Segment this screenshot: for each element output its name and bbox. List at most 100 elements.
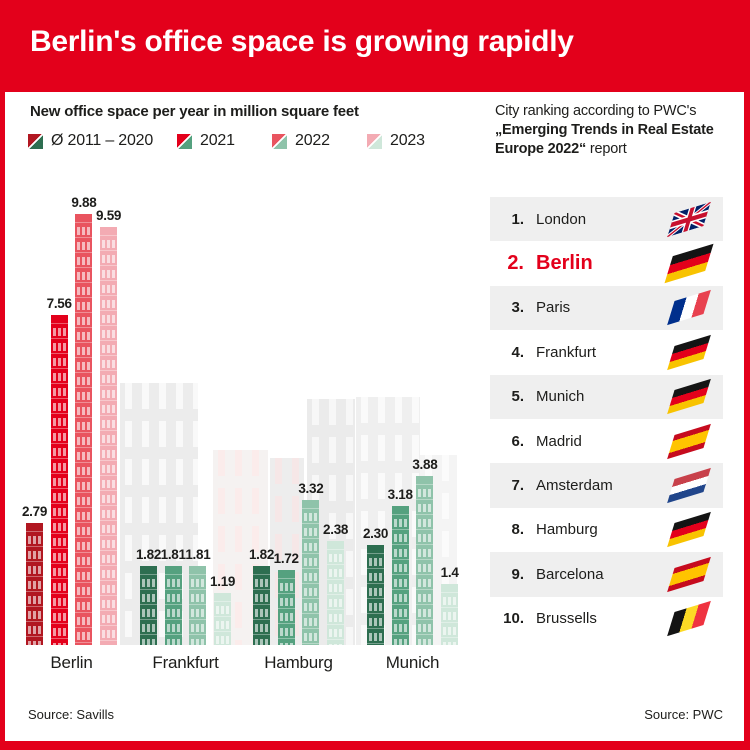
ranking-row: 3. Paris — [490, 285, 723, 331]
building-floor — [50, 518, 68, 533]
rank-city: Paris — [536, 299, 571, 317]
rank-number: 7. — [511, 477, 524, 495]
building-floor — [26, 561, 43, 576]
building-floor — [100, 279, 118, 295]
flag-wrap — [667, 601, 711, 637]
building-floor — [50, 503, 68, 518]
building-floor — [75, 507, 93, 522]
building-floor — [50, 548, 68, 563]
building-floor — [416, 528, 434, 544]
building-floor — [75, 432, 93, 447]
building-floor — [327, 579, 345, 594]
building-floor — [75, 627, 93, 642]
building-floor — [327, 639, 345, 645]
ranking-row: 7. Amsterdam — [490, 463, 723, 508]
building-floor — [100, 429, 118, 445]
footer-bar — [0, 741, 750, 750]
building-floor — [277, 593, 295, 608]
building-floor — [100, 399, 118, 415]
building-floor — [367, 597, 384, 613]
building-floor — [214, 616, 232, 631]
building-floor — [100, 579, 118, 595]
building-floor — [189, 574, 207, 589]
building-bar-munich-2 — [416, 475, 434, 645]
building-floor — [367, 582, 384, 598]
building-floor — [50, 593, 68, 608]
building-bar-berlin-3 — [100, 226, 118, 645]
rank-city: Barcelona — [536, 565, 604, 583]
building-floor — [100, 324, 118, 340]
page-title: Berlin's office space is growing rapidly — [30, 25, 574, 58]
building-floor — [75, 237, 93, 252]
building-bar-frankfurt-0 — [140, 565, 157, 645]
building-bar-berlin-2 — [75, 214, 93, 645]
building-floor — [75, 402, 93, 417]
ranking-heading-suffix: report — [586, 141, 627, 157]
bar-value-label: 3.18 — [387, 487, 413, 503]
building-floor — [189, 589, 207, 604]
building-floor — [253, 603, 270, 619]
flag-wrap — [667, 556, 711, 592]
building-floor — [391, 529, 409, 544]
ranking-row: 8. Hamburg — [490, 508, 723, 552]
building-floor — [75, 597, 93, 612]
building-floor — [302, 583, 320, 598]
es-flag-icon — [667, 423, 711, 459]
ranking-heading-report-title: „Emerging Trends in Real Estate Europe 2… — [495, 122, 714, 157]
legend-swatch — [177, 133, 192, 149]
building-bar-munich-3 — [441, 583, 459, 645]
flag-wrap — [667, 512, 711, 548]
rank-city: Amsterdam — [536, 477, 613, 495]
building-floor — [50, 608, 68, 623]
flag-wrap — [664, 243, 714, 284]
rank-city: Madrid — [536, 432, 582, 450]
bar-value-label: 1.72 — [273, 551, 299, 567]
background-building — [120, 383, 198, 645]
building-floor — [75, 357, 93, 372]
building-floor — [50, 338, 68, 353]
legend-item: 2022 — [272, 132, 330, 150]
bar-value-label: 7.56 — [46, 296, 72, 312]
building-floor — [277, 638, 295, 645]
ranking-row: 4. Frankfurt — [490, 330, 723, 374]
ranking-row: 9. Barcelona — [490, 552, 723, 597]
building-floor — [75, 342, 93, 357]
building-floor — [441, 636, 459, 645]
building-floor — [416, 633, 434, 645]
building-floor — [75, 642, 93, 645]
building-floor — [253, 573, 270, 589]
building-floor — [189, 619, 207, 634]
building-floor — [100, 459, 118, 475]
bar-value-label: 2.30 — [362, 525, 389, 541]
rank-number: 3. — [511, 299, 524, 317]
rank-number: 10. — [503, 610, 524, 628]
building-floor — [302, 628, 320, 643]
building-floor — [75, 522, 93, 537]
flag-wrap — [667, 423, 711, 459]
building-floor — [391, 619, 409, 634]
rank-city: Berlin — [536, 252, 593, 275]
building-floor — [26, 606, 43, 621]
building-floor — [302, 598, 320, 613]
building-floor — [100, 369, 118, 385]
rank-city: Brussells — [536, 610, 597, 628]
building-floor — [391, 604, 409, 619]
building-floor — [50, 638, 68, 645]
building-floor — [100, 609, 118, 625]
building-bar-hamburg-1 — [277, 570, 295, 645]
building-floor — [100, 384, 118, 400]
nl-flag-icon — [667, 467, 711, 504]
building-floor — [75, 252, 93, 267]
building-floor — [100, 339, 118, 355]
building-floor — [100, 249, 118, 265]
bar-value-label: 1.82 — [135, 546, 162, 562]
building-floor — [302, 553, 320, 568]
building-bar-frankfurt-1 — [164, 566, 182, 645]
legend-swatch — [367, 133, 382, 149]
building-floor — [100, 474, 118, 490]
building-bar-munich-0 — [367, 544, 384, 645]
flag-wrap — [667, 467, 711, 504]
building-floor — [164, 589, 182, 604]
building-floor — [416, 618, 434, 634]
building-floor — [416, 558, 434, 574]
